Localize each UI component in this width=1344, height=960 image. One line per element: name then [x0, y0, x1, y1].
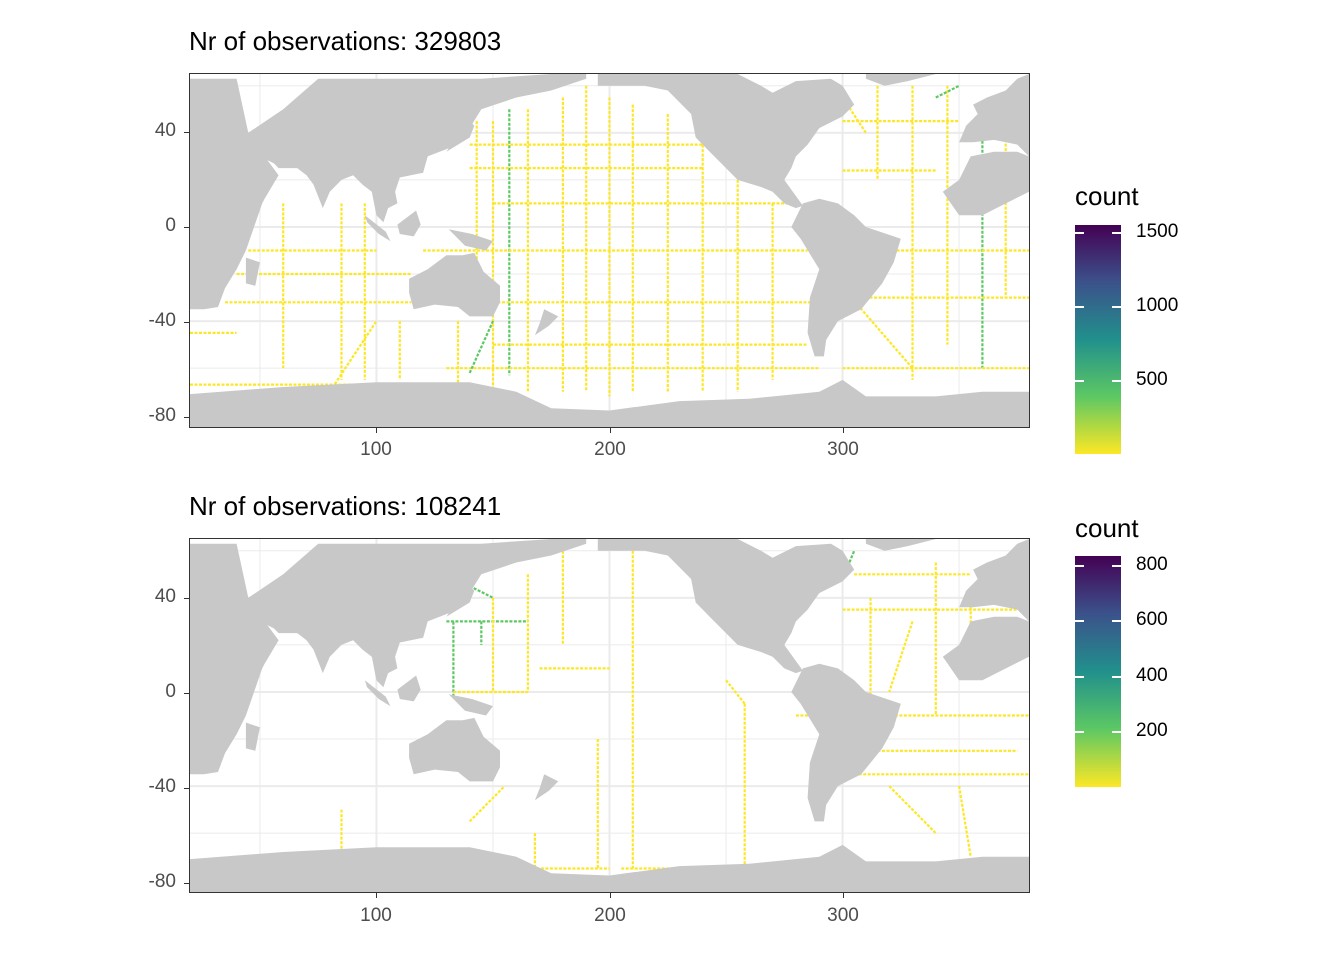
landmass-south-america	[791, 198, 901, 357]
landmass-south-america	[791, 663, 901, 822]
landmass-madagascar	[245, 722, 260, 751]
observation-track	[841, 96, 867, 134]
landmass-sumatra	[364, 215, 391, 242]
x-tick-mark	[843, 893, 844, 898]
y-tick-label: 0	[165, 215, 176, 236]
observation-track	[468, 785, 506, 823]
colorbar-tick	[1112, 232, 1121, 234]
legend-2-break-label: 200	[1136, 720, 1168, 741]
map-panel-1	[189, 73, 1030, 428]
y-tick-label: 0	[165, 681, 176, 702]
y-tick-label: -80	[148, 871, 176, 892]
observation-track	[725, 679, 746, 705]
legend-1-title: count	[1075, 181, 1139, 211]
x-tick-label: 100	[360, 905, 392, 926]
landmass-europe	[959, 539, 1029, 622]
y-tick-label: -80	[148, 405, 176, 426]
map-2-svg	[190, 539, 1029, 892]
panel-1-title: Nr of observations: 329803	[189, 26, 502, 56]
x-tick-label: 300	[827, 905, 859, 926]
colorbar-tick	[1112, 565, 1121, 567]
landmass-europe	[959, 74, 1029, 157]
y-tick-mark	[184, 883, 189, 884]
landmass-antarctica	[190, 379, 1029, 427]
y-tick-mark	[184, 322, 189, 323]
map-panel-2	[189, 538, 1030, 893]
landmass-africa	[190, 543, 279, 775]
legend-1-break-label: 500	[1136, 369, 1168, 390]
y-tick-mark	[184, 693, 189, 694]
observation-track	[888, 621, 914, 693]
landmass-antarctica	[190, 844, 1029, 892]
landmass-north-america	[597, 74, 855, 209]
legend-2-break-label: 400	[1136, 665, 1168, 686]
observation-track	[958, 785, 972, 857]
legend-2-break-label: 600	[1136, 609, 1168, 630]
x-tick-label: 300	[827, 439, 859, 460]
landmass-north-america	[597, 539, 855, 674]
legend-2-break-label: 800	[1136, 554, 1168, 575]
landmass-sumatra	[364, 680, 391, 707]
landmass-asia	[248, 74, 587, 223]
x-tick-mark	[843, 428, 844, 433]
colorbar-tick	[1075, 676, 1084, 678]
landmass-borneo	[397, 210, 421, 237]
observation-track	[328, 320, 378, 393]
y-tick-label: -40	[148, 310, 176, 331]
colorbar-tick	[1112, 380, 1121, 382]
x-tick-mark	[610, 428, 611, 433]
legend-1-break-label: 1500	[1136, 221, 1179, 242]
x-tick-mark	[376, 893, 377, 898]
landmass-borneo	[397, 675, 421, 702]
colorbar-tick	[1075, 380, 1084, 382]
colorbar-tick	[1112, 676, 1121, 678]
y-tick-mark	[184, 598, 189, 599]
landmass-new-zealand	[534, 309, 559, 336]
landmass-australia	[409, 252, 500, 317]
x-tick-mark	[376, 428, 377, 433]
colorbar-tick	[1112, 731, 1121, 733]
colorbar-tick	[1075, 565, 1084, 567]
observation-track	[888, 785, 937, 834]
y-tick-mark	[184, 788, 189, 789]
landmass-japan	[446, 121, 475, 152]
landmass-new-zealand	[534, 774, 559, 801]
legend-1-colorbar	[1075, 225, 1121, 454]
landmass-madagascar	[245, 257, 260, 286]
y-tick-mark	[184, 132, 189, 133]
y-tick-label: 40	[154, 120, 176, 141]
landmass-australia	[409, 717, 500, 782]
colorbar-tick	[1075, 731, 1084, 733]
legend-2-colorbar	[1075, 556, 1121, 787]
y-tick-mark	[184, 417, 189, 418]
landmass-africa-east	[942, 616, 1029, 681]
map-1-svg	[190, 74, 1029, 427]
x-tick-mark	[610, 893, 611, 898]
x-tick-label: 200	[594, 439, 626, 460]
colorbar-tick	[1112, 306, 1121, 308]
landmass-africa	[190, 78, 279, 310]
y-tick-label: -40	[148, 776, 176, 797]
landmass-greenland	[865, 539, 936, 551]
legend-1-break-label: 1000	[1136, 295, 1179, 316]
landmass-japan	[446, 586, 475, 617]
observation-track	[468, 320, 495, 374]
landmass-africa-east	[942, 151, 1029, 216]
colorbar-tick	[1075, 232, 1084, 234]
panel-2-title: Nr of observations: 108241	[189, 491, 502, 521]
colorbar-tick	[1075, 306, 1084, 308]
y-tick-mark	[184, 227, 189, 228]
legend-2-title: count	[1075, 513, 1139, 543]
landmass-asia	[248, 539, 587, 688]
landmass-greenland	[865, 74, 936, 86]
x-tick-label: 200	[594, 905, 626, 926]
landmass-new-guinea	[448, 694, 493, 716]
y-tick-label: 40	[154, 586, 176, 607]
colorbar-tick	[1075, 620, 1084, 622]
x-tick-label: 100	[360, 439, 392, 460]
landmass-new-guinea	[448, 229, 493, 251]
colorbar-tick	[1112, 620, 1121, 622]
